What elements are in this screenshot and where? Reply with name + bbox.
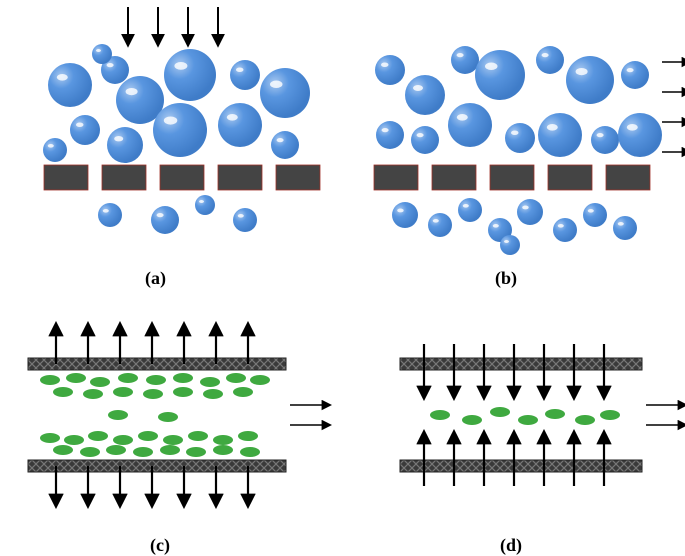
panel-c — [28, 324, 330, 506]
panel-label-b: (b) — [495, 268, 517, 289]
panel-b — [374, 46, 685, 255]
panel-label-a: (a) — [145, 268, 166, 289]
panel-label-c: (c) — [150, 535, 170, 556]
panel-a — [43, 7, 320, 234]
panel-label-d: (d) — [500, 535, 522, 556]
diagram-svg — [0, 0, 685, 555]
panel-d — [400, 344, 685, 486]
